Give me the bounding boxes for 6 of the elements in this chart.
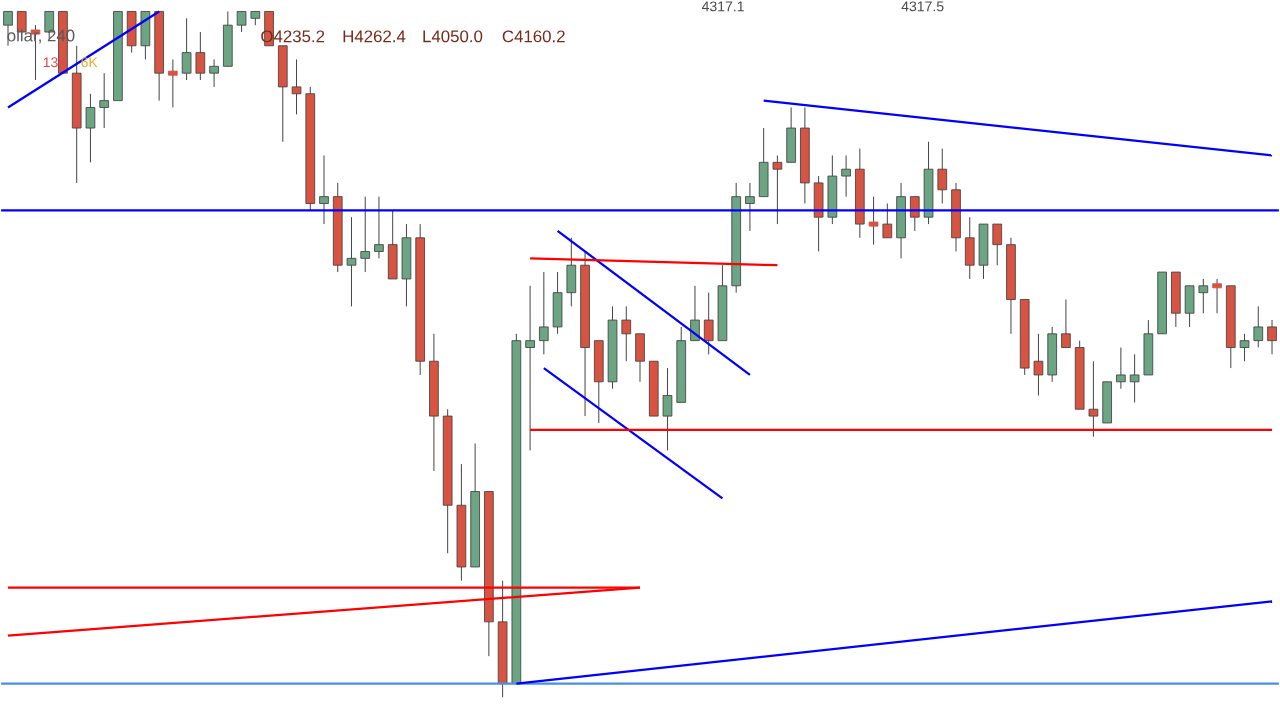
annotation: C4160.2	[502, 30, 565, 43]
text: 4317.5	[901, 1, 944, 12]
annotation: 6K	[81, 57, 98, 68]
text: 4317.1	[701, 1, 744, 12]
annotation: H4262.4	[343, 30, 406, 43]
annotation: L4050.0	[423, 30, 483, 43]
